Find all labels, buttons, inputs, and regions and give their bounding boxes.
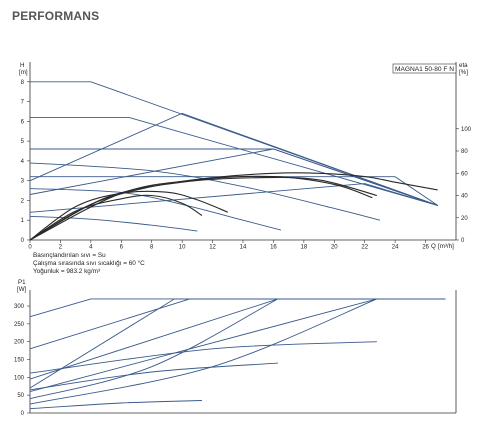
power-chart-curves xyxy=(29,298,446,410)
power-constant-curve-curve xyxy=(29,341,377,374)
power-y-tick-label: 200 xyxy=(14,340,25,346)
chart-labels: 0 2 4 6 8 10 12 14 16 18 20 22 24 2601234567802040608… xyxy=(14,62,472,417)
power-constant-pressure-curve xyxy=(29,298,446,393)
power-y-tick-label: 250 xyxy=(14,322,25,328)
power-chart-axes xyxy=(27,290,457,414)
y2-axis-label: eta xyxy=(459,62,468,69)
y-tick-label: 4 xyxy=(21,159,25,165)
x-tick-label: 18 xyxy=(301,245,308,251)
x-tick-label: 20 xyxy=(331,245,338,251)
head-proportional-pressure-curve xyxy=(29,183,438,213)
x-axis-unit: [m³/h] xyxy=(438,243,454,250)
info-density: Yoğunluk = 983.2 kg/m³ xyxy=(33,268,101,275)
x-tick-label: 4 xyxy=(89,245,93,251)
y-tick-label: 5 xyxy=(21,139,25,145)
x-tick-label: 12 xyxy=(209,245,216,251)
head-constant-pressure-curve xyxy=(30,116,438,206)
y2-tick-label: 60 xyxy=(461,171,468,177)
y-tick-label: 3 xyxy=(21,179,25,185)
power-constant-pressure-curve xyxy=(29,298,446,380)
y2-tick-label: 100 xyxy=(461,127,472,133)
x-tick-label: 6 xyxy=(120,245,124,251)
info-temperature: Çalışma sırasında sıvı sıcaklığı = 60 °C xyxy=(33,260,145,267)
power-proportional-pressure-curve xyxy=(29,298,446,400)
head-proportional-pressure-curve xyxy=(29,148,438,206)
y-tick-label: 2 xyxy=(21,198,25,204)
power-constant-curve-curve xyxy=(29,400,202,410)
power-y-axis-unit: [W] xyxy=(17,286,27,293)
x-tick-label: 2 xyxy=(59,245,63,251)
power-y-tick-label: 0 xyxy=(21,411,25,417)
head-chart-axes xyxy=(27,62,459,243)
y2-axis-unit: [%] xyxy=(459,69,468,76)
head-efficiency-curve xyxy=(29,175,373,241)
head-proportional-pressure-curve xyxy=(29,112,438,206)
head-constant-pressure-curve xyxy=(30,176,438,206)
power-y-tick-label: 100 xyxy=(14,375,25,381)
power-max-speed-curve xyxy=(29,298,446,318)
y2-tick-label: 40 xyxy=(461,194,468,200)
head-efficiency-curve xyxy=(29,176,378,241)
x-tick-label: 22 xyxy=(361,245,368,251)
head-constant-curve-curve xyxy=(29,188,282,231)
y-tick-label: 1 xyxy=(21,218,25,224)
head-efficiency-curve xyxy=(29,194,203,241)
y2-tick-label: 20 xyxy=(461,216,468,222)
x-tick-label: 14 xyxy=(240,245,247,251)
y2-tick-label: 0 xyxy=(461,238,465,244)
y-tick-label: 0 xyxy=(21,238,25,244)
power-y-tick-label: 150 xyxy=(14,358,25,364)
y-tick-label: 7 xyxy=(21,100,25,106)
head-chart-curves xyxy=(29,81,438,241)
power-constant-curve-curve xyxy=(29,362,279,391)
x-tick-label: 10 xyxy=(179,245,186,251)
x-tick-label: 8 xyxy=(150,245,154,251)
power-constant-pressure-curve xyxy=(29,298,446,350)
y-tick-label: 8 xyxy=(21,80,25,86)
x-tick-label: 16 xyxy=(270,245,277,251)
y2-tick-label: 80 xyxy=(461,149,468,155)
x-tick-label: 24 xyxy=(392,245,399,251)
page-title: PERFORMANS xyxy=(12,9,100,23)
head-efficiency-curve xyxy=(29,172,438,241)
head-constant-curve-curve xyxy=(29,215,198,232)
x-axis-label: Q xyxy=(431,243,436,250)
model-label-box xyxy=(392,63,457,74)
power-y-tick-label: 50 xyxy=(17,393,24,399)
x-tick-label: 0 xyxy=(28,245,32,251)
power-y-axis-label: P1 xyxy=(18,279,26,286)
power-proportional-pressure-curve xyxy=(29,298,446,405)
head-constant-curve-curve xyxy=(29,162,381,221)
power-y-tick-label: 300 xyxy=(14,304,25,310)
x-tick-label: 26 xyxy=(422,245,429,251)
info-fluid: Basınçlandırılan sıvı = Su xyxy=(33,252,106,259)
y-tick-label: 6 xyxy=(21,119,25,125)
head-efficiency-curve xyxy=(29,190,229,241)
model-label: MAGNA1 50-80 F N xyxy=(395,66,454,73)
y-axis-label: H xyxy=(20,62,24,69)
y-axis-unit: [m] xyxy=(19,69,28,76)
